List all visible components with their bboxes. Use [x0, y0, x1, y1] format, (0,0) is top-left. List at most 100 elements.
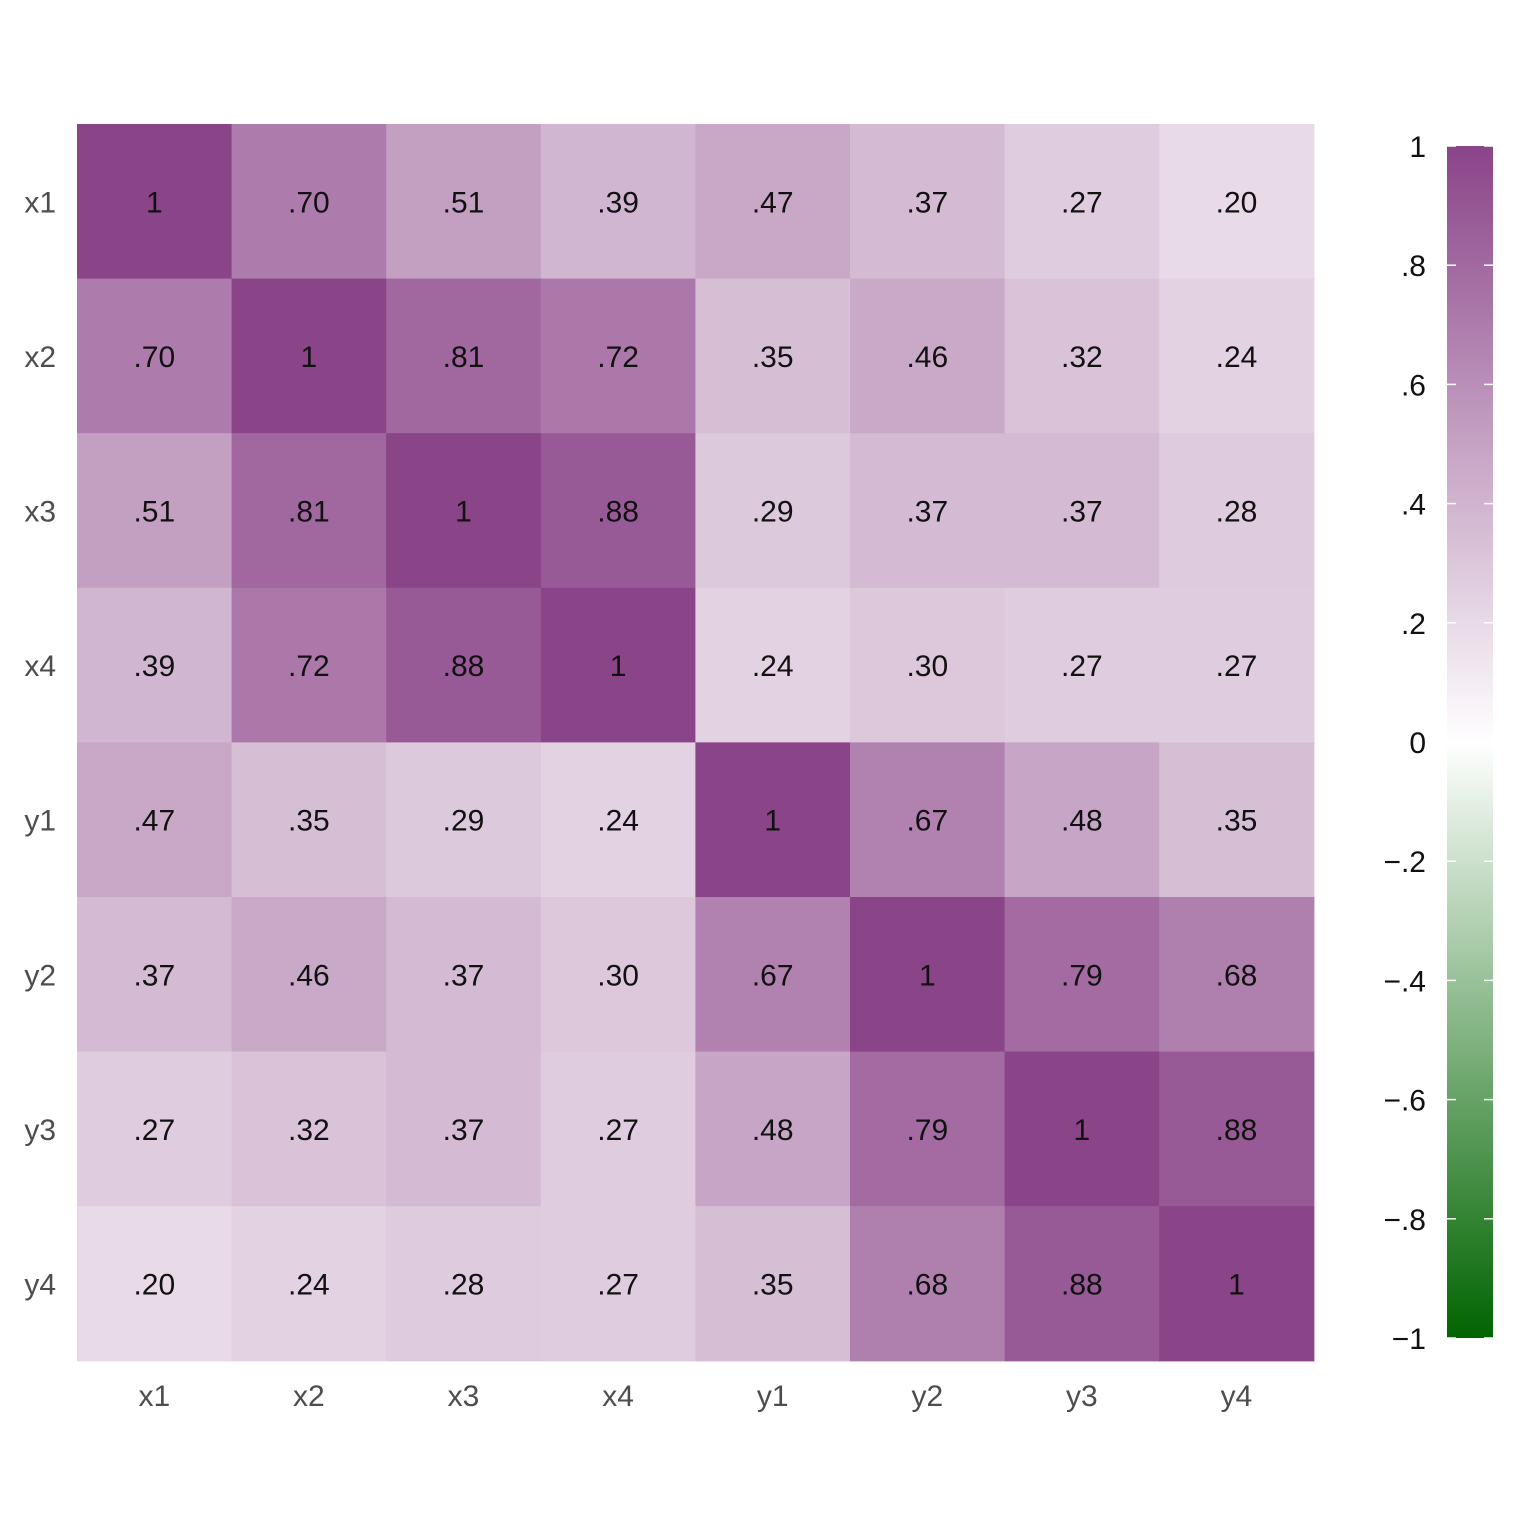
cell-value-label: .24 [1216, 341, 1258, 374]
heatmap-cell-y1-x4 [540, 742, 696, 898]
heatmap-cell-y3-x2 [231, 1051, 387, 1207]
cell-value-label: .35 [288, 805, 330, 838]
cell-value-label: .37 [443, 959, 485, 992]
heatmap-cell-y1-y3 [1004, 742, 1160, 898]
heatmap-cell-y2-x2 [231, 897, 387, 1053]
cell-value-label: 1 [301, 341, 318, 374]
heatmap-cell-y2-y2 [850, 897, 1006, 1053]
cell-value-label: .27 [1216, 650, 1258, 683]
heatmap-cell-y2-y3 [1004, 897, 1160, 1053]
colorbar-tick-label: 1 [1409, 131, 1426, 164]
row-label-x4: x4 [24, 650, 56, 683]
cell-value-label: .27 [1061, 650, 1103, 683]
cell-value-label: .28 [443, 1269, 485, 1302]
heatmap-cell-y4-x1 [77, 1206, 233, 1362]
cell-value-label: 1 [764, 805, 781, 838]
heatmap-cell-x4-x3 [386, 587, 542, 743]
cell-value-label: .39 [133, 650, 175, 683]
row-label-y3: y3 [24, 1114, 56, 1147]
row-label-y2: y2 [24, 959, 56, 992]
colorbar-tick-label: −.4 [1383, 965, 1426, 998]
cell-value-label: .37 [1061, 496, 1103, 529]
heatmap-cell-y2-x3 [386, 897, 542, 1053]
cell-value-label: .39 [597, 186, 639, 219]
heatmap-cell-x2-x2 [231, 278, 387, 434]
cell-value-label: .29 [443, 805, 485, 838]
heatmap-cell-y4-x2 [231, 1206, 387, 1362]
heatmap-cell-x2-y1 [695, 278, 851, 434]
heatmap-cell-y3-y3 [1004, 1051, 1160, 1207]
heatmap-cell-x3-x4 [540, 433, 696, 589]
cell-value-label: .46 [906, 341, 948, 374]
heatmap-cell-x1-y1 [695, 124, 851, 280]
cell-value-label: .47 [133, 805, 175, 838]
cell-value-label: .68 [906, 1269, 948, 1302]
cell-value-label: .30 [906, 650, 948, 683]
cell-value-label: 1 [610, 650, 627, 683]
heatmap-cell-x1-y4 [1159, 124, 1315, 280]
cell-value-label: .72 [288, 650, 330, 683]
cell-value-label: .70 [133, 341, 175, 374]
cell-value-label: .27 [133, 1114, 175, 1147]
cell-value-label: .81 [443, 341, 485, 374]
cell-value-label: .70 [288, 186, 330, 219]
cell-value-label: .79 [1061, 959, 1103, 992]
cell-value-label: .37 [906, 496, 948, 529]
cell-value-label: .79 [906, 1114, 948, 1147]
heatmap-cell-x1-x2 [231, 124, 387, 280]
heatmap-cell-x3-y2 [850, 433, 1006, 589]
heatmap-cell-x1-x3 [386, 124, 542, 280]
cell-value-label: .47 [752, 186, 794, 219]
heatmap-cell-y2-x4 [540, 897, 696, 1053]
heatmap-cell-y2-x1 [77, 897, 233, 1053]
column-label-x2: x2 [293, 1380, 325, 1413]
cell-value-label: .88 [1216, 1114, 1258, 1147]
cell-value-label: .88 [597, 496, 639, 529]
colorbar-tick-label: −.8 [1383, 1204, 1426, 1237]
colorbar-tick-label: .2 [1401, 608, 1426, 641]
column-label-y4: y4 [1221, 1380, 1253, 1413]
cell-value-label: .72 [597, 341, 639, 374]
heatmap-cell-x3-x3 [386, 433, 542, 589]
column-label-y3: y3 [1066, 1380, 1098, 1413]
row-label-x1: x1 [24, 186, 56, 219]
cell-value-label: .27 [1061, 186, 1103, 219]
colorbar-tick-label: −.2 [1383, 846, 1426, 879]
cell-value-label: 1 [1074, 1114, 1091, 1147]
cell-value-label: .48 [1061, 805, 1103, 838]
cell-value-label: .28 [1216, 496, 1258, 529]
heatmap-cell-y4-y2 [850, 1206, 1006, 1362]
heatmap-cell-y4-x3 [386, 1206, 542, 1362]
cell-value-label: .51 [133, 496, 175, 529]
heatmap-cell-y3-y1 [695, 1051, 851, 1207]
heatmap-cell-x2-x4 [540, 278, 696, 434]
heatmap-cell-x4-x1 [77, 587, 233, 743]
row-labels: x1 x2 x3 x4 y1 y2 y3 y4 [24, 186, 56, 1301]
cell-value-label: .46 [288, 959, 330, 992]
cell-value-label: .32 [1061, 341, 1103, 374]
column-label-x4: x4 [602, 1380, 634, 1413]
cell-value-label: .27 [597, 1269, 639, 1302]
cell-value-label: .30 [597, 959, 639, 992]
heatmap-cell-y1-y2 [850, 742, 1006, 898]
heatmap-cell-y3-y4 [1159, 1051, 1315, 1207]
heatmap-cell-x3-x1 [77, 433, 233, 589]
cell-value-label: .37 [133, 959, 175, 992]
heatmap-cell-x1-x4 [540, 124, 696, 280]
heatmap-cell-y4-y4 [1159, 1206, 1315, 1362]
heatmap-cell-y4-y1 [695, 1206, 851, 1362]
heatmap-cell-x2-y3 [1004, 278, 1160, 434]
row-label-x3: x3 [24, 496, 56, 529]
colorbar-tick-label: −.6 [1383, 1085, 1426, 1118]
heatmap-cell-y1-y1 [695, 742, 851, 898]
cell-value-label: .67 [906, 805, 948, 838]
column-label-x3: x3 [448, 1380, 480, 1413]
cell-value-label: .24 [752, 650, 794, 683]
heatmap-cell-x4-x2 [231, 587, 387, 743]
cell-value-label: .37 [443, 1114, 485, 1147]
heatmap-cell-y3-x4 [540, 1051, 696, 1207]
cell-value-label: .35 [752, 341, 794, 374]
heatmap-cell-y1-y4 [1159, 742, 1315, 898]
colorbar-tick-label: .4 [1401, 489, 1426, 522]
